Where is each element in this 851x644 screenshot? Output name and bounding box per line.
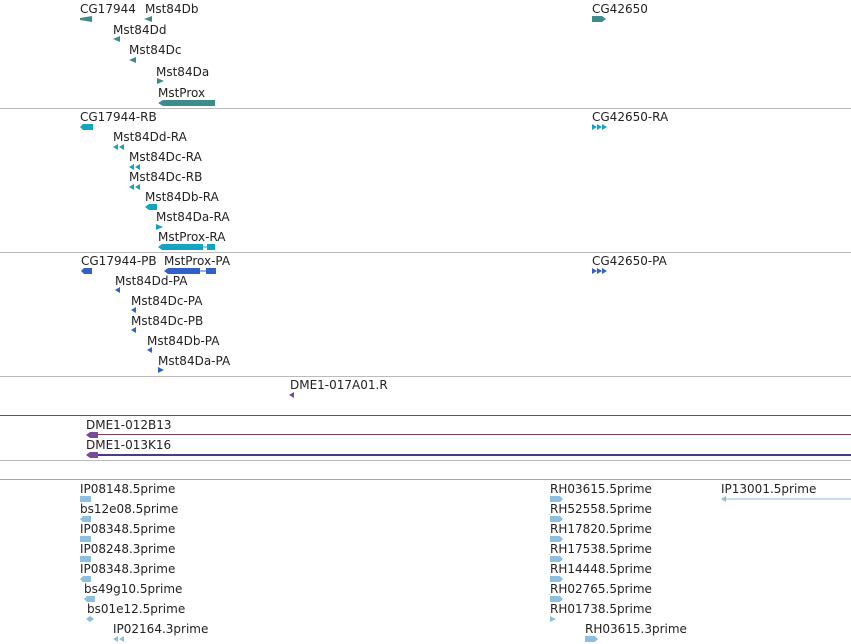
bac-clone-glyph-dme1-013k16[interactable] xyxy=(86,452,851,458)
protein-glyph-mst84da-pa[interactable] xyxy=(158,367,164,373)
est-label[interactable]: IP08348.3prime xyxy=(80,562,176,576)
mrna-glyph-cg17944-rb[interactable] xyxy=(80,124,93,130)
est-glyph[interactable] xyxy=(550,616,556,622)
bac-clone-label[interactable]: DME1-012B13 xyxy=(86,418,172,432)
gene-glyph-mst84db[interactable] xyxy=(144,16,152,22)
est-glyph[interactable] xyxy=(80,576,91,582)
gene-label[interactable]: CG17944 xyxy=(80,2,136,16)
track-separator xyxy=(0,252,851,253)
mrna-glyph-cg42650-ra[interactable] xyxy=(592,124,607,130)
est-glyph[interactable] xyxy=(550,496,563,502)
protein-label[interactable]: CG17944-PB xyxy=(81,254,157,268)
est-glyph[interactable] xyxy=(84,596,95,602)
est-glyph[interactable] xyxy=(550,536,563,542)
track-separator xyxy=(0,415,851,416)
protein-glyph-cg42650-pa[interactable] xyxy=(592,268,607,274)
est-label[interactable]: IP08348.5prime xyxy=(80,522,176,536)
mrna-glyph-mst84dc-rb[interactable] xyxy=(129,184,140,190)
protein-glyph-mstprox-pa[interactable] xyxy=(164,268,216,274)
gene-glyph-mstprox[interactable] xyxy=(158,100,215,106)
transcript-label[interactable]: MstProx-RA xyxy=(158,230,226,244)
est-glyph[interactable] xyxy=(86,616,94,622)
track-separator xyxy=(0,376,851,377)
transcript-label[interactable]: Mst84Dd-RA xyxy=(113,130,187,144)
gene-glyph-cg42650[interactable] xyxy=(592,16,606,22)
protein-label[interactable]: Mst84Dd-PA xyxy=(115,274,188,288)
gene-label[interactable]: Mst84Dd xyxy=(113,23,167,37)
est-glyph[interactable] xyxy=(550,576,563,582)
est-glyph[interactable] xyxy=(80,536,91,542)
gene-glyph-mst84da[interactable] xyxy=(157,78,164,84)
protein-label[interactable]: Mst84Da-PA xyxy=(158,354,231,368)
transcript-label[interactable]: Mst84Dc-RA xyxy=(129,150,202,164)
bac-clone-label[interactable]: DME1-013K16 xyxy=(86,438,172,452)
bac-clone-glyph-dme1-012b13[interactable] xyxy=(86,432,851,438)
protein-glyph-cg17944-pb[interactable] xyxy=(81,268,92,274)
transcript-label[interactable]: CG42650-RA xyxy=(592,110,669,124)
est-glyph[interactable] xyxy=(585,636,598,642)
protein-glyph-mst84db-pa[interactable] xyxy=(147,347,152,353)
mrna-glyph-mst84dd-ra[interactable] xyxy=(113,144,124,150)
protein-label[interactable]: Mst84Dc-PA xyxy=(131,294,203,308)
protein-glyph-mst84dd-pa[interactable] xyxy=(115,287,120,293)
est-label[interactable]: IP02164.3prime xyxy=(113,622,209,636)
clone-end-glyph[interactable] xyxy=(289,392,294,398)
protein-label[interactable]: CG42650-PA xyxy=(592,254,667,268)
track-separator xyxy=(0,460,851,461)
protein-label[interactable]: Mst84Dc-PB xyxy=(131,314,204,328)
transcript-label[interactable]: Mst84Db-RA xyxy=(145,190,219,204)
est-glyph[interactable] xyxy=(721,496,851,502)
est-glyph[interactable] xyxy=(80,516,91,522)
mrna-glyph-mst84db-ra[interactable] xyxy=(145,204,157,210)
track-separator xyxy=(0,479,851,480)
est-glyph[interactable] xyxy=(550,516,563,522)
est-label[interactable]: RH14448.5prime xyxy=(550,562,652,576)
est-label[interactable]: RH02765.5prime xyxy=(550,582,652,596)
protein-glyph-mst84dc-pa[interactable] xyxy=(131,307,136,313)
protein-label[interactable]: Mst84Db-PA xyxy=(147,334,220,348)
protein-glyph-mst84dc-pb[interactable] xyxy=(131,327,136,333)
est-glyph[interactable] xyxy=(550,556,563,562)
est-label[interactable]: RH17538.5prime xyxy=(550,542,652,556)
est-label[interactable]: RH01738.5prime xyxy=(550,602,652,616)
protein-label[interactable]: MstProx-PA xyxy=(164,254,231,268)
track-separator xyxy=(0,108,851,109)
gene-label[interactable]: CG42650 xyxy=(592,2,648,16)
est-glyph[interactable] xyxy=(113,636,124,642)
gene-label[interactable]: Mst84Da xyxy=(156,65,210,79)
est-label[interactable]: RH03615.5prime xyxy=(550,482,652,496)
transcript-label[interactable]: Mst84Dc-RB xyxy=(129,170,203,184)
transcript-label[interactable]: Mst84Da-RA xyxy=(156,210,230,224)
est-label[interactable]: bs49g10.5prime xyxy=(84,582,183,596)
gene-label[interactable]: Mst84Db xyxy=(145,2,199,16)
mrna-glyph-mst84dc-ra[interactable] xyxy=(129,164,140,170)
clone-end-label[interactable]: DME1-017A01.R xyxy=(290,378,388,392)
transcript-label[interactable]: CG17944-RB xyxy=(80,110,157,124)
est-label[interactable]: IP08148.5prime xyxy=(80,482,176,496)
est-label[interactable]: RH17820.5prime xyxy=(550,522,652,536)
gene-label[interactable]: Mst84Dc xyxy=(129,43,182,57)
est-glyph[interactable] xyxy=(80,496,91,502)
mrna-glyph-mst84da-ra[interactable] xyxy=(156,224,163,230)
gene-glyph-cg17944[interactable] xyxy=(80,16,92,22)
gene-label[interactable]: MstProx xyxy=(158,86,206,100)
est-glyph[interactable] xyxy=(80,556,91,562)
gene-glyph-mst84dd[interactable] xyxy=(113,36,120,42)
mrna-glyph-mstprox-ra[interactable] xyxy=(158,244,215,250)
est-label[interactable]: RH03615.3prime xyxy=(585,622,687,636)
est-label[interactable]: bs12e08.5prime xyxy=(80,502,179,516)
est-glyph[interactable] xyxy=(550,596,563,602)
est-label[interactable]: IP13001.5prime xyxy=(721,482,817,496)
gene-glyph-mst84dc[interactable] xyxy=(129,57,136,63)
est-label[interactable]: bs01e12.5prime xyxy=(87,602,186,616)
est-label[interactable]: RH52558.5prime xyxy=(550,502,652,516)
est-label[interactable]: IP08248.3prime xyxy=(80,542,176,556)
